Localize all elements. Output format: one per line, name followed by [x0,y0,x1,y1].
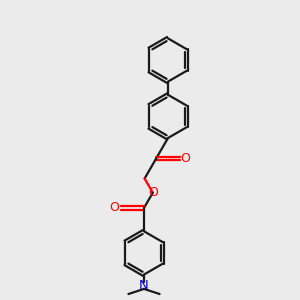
Text: O: O [148,186,158,199]
Text: O: O [180,152,190,165]
Text: O: O [110,201,120,214]
Text: N: N [139,278,149,292]
